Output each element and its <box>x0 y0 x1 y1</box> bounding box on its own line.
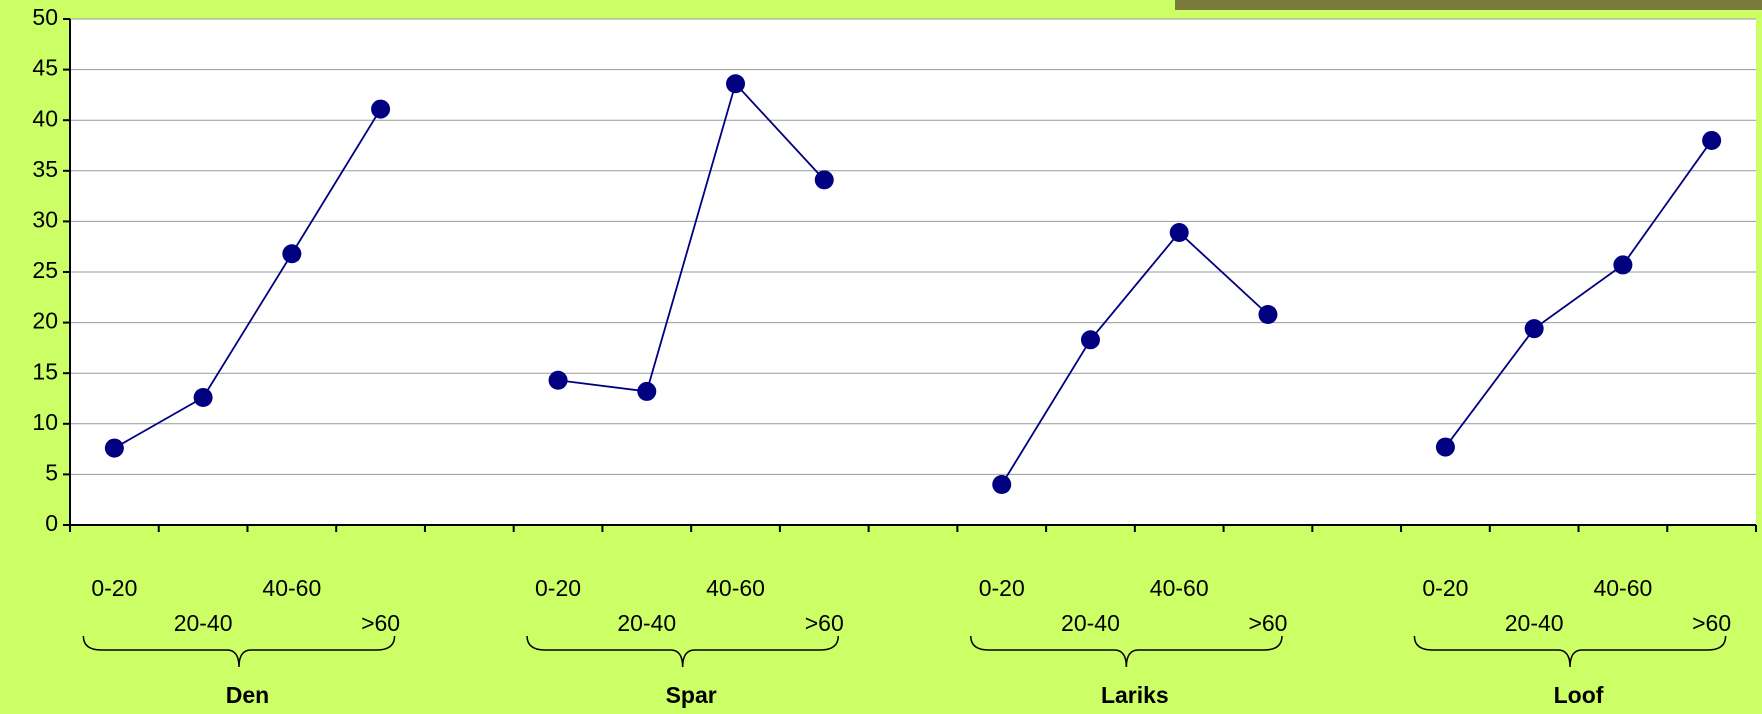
x-tick-label: >60 <box>361 610 400 636</box>
x-tick-label: 0-20 <box>91 575 137 601</box>
group-label: Loof <box>1554 682 1604 708</box>
y-tick-label: 45 <box>32 55 58 81</box>
x-tick-label: >60 <box>1248 610 1287 636</box>
point <box>1435 437 1455 457</box>
photo-fragment <box>1175 0 1762 10</box>
point <box>1702 130 1722 150</box>
y-tick-label: 15 <box>32 358 58 384</box>
group-brace <box>1413 635 1727 668</box>
group-brace <box>969 635 1283 668</box>
x-tick-label: 40-60 <box>262 575 321 601</box>
x-tick-label: 20-40 <box>617 610 676 636</box>
x-tick-label: 20-40 <box>174 610 233 636</box>
point <box>1613 255 1633 275</box>
point <box>282 244 302 264</box>
x-tick-label: 40-60 <box>1593 575 1652 601</box>
x-tick-label: 20-40 <box>1505 610 1564 636</box>
group-brace <box>82 635 396 668</box>
point <box>1258 305 1278 325</box>
series-line <box>113 81 1713 485</box>
y-tick-label: 30 <box>32 206 58 232</box>
point <box>1080 330 1100 350</box>
point <box>548 370 568 390</box>
point <box>992 475 1012 495</box>
y-tick-label: 20 <box>32 308 58 334</box>
point <box>726 74 746 94</box>
group-label: Den <box>226 682 269 708</box>
y-tick-label: 35 <box>32 156 58 182</box>
group-brace <box>526 635 840 668</box>
x-tick-label: >60 <box>1692 610 1731 636</box>
x-tick-label: 20-40 <box>1061 610 1120 636</box>
point <box>814 170 834 190</box>
x-tick-label: 40-60 <box>1150 575 1209 601</box>
x-tick-label: >60 <box>805 610 844 636</box>
y-tick-label: 50 <box>32 4 58 30</box>
x-tick-label: 0-20 <box>535 575 581 601</box>
y-tick-label: 25 <box>32 257 58 283</box>
y-tick-label: 40 <box>32 105 58 131</box>
point <box>1524 319 1544 339</box>
group-label: Spar <box>666 682 717 708</box>
x-tick-label: 40-60 <box>706 575 765 601</box>
point <box>1169 223 1189 243</box>
y-tick-label: 5 <box>45 459 58 485</box>
x-tick-label: 0-20 <box>1422 575 1468 601</box>
y-tick-label: 0 <box>45 510 58 536</box>
y-tick-label: 10 <box>32 409 58 435</box>
point <box>104 438 124 458</box>
point <box>371 99 391 119</box>
point <box>193 387 213 407</box>
group-label: Lariks <box>1101 682 1169 708</box>
x-tick-label: 0-20 <box>979 575 1025 601</box>
point <box>637 381 657 401</box>
